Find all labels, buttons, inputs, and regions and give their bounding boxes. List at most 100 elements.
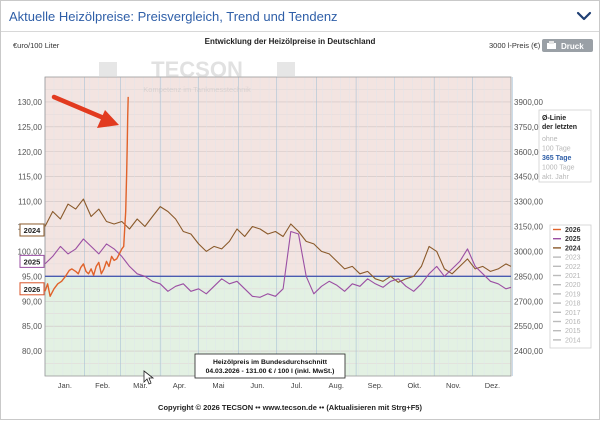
moving-average-option[interactable]: akt. Jahr bbox=[542, 174, 570, 181]
legend-item-2019[interactable]: 2019 bbox=[553, 291, 581, 298]
watermark-brand: TECSON bbox=[151, 57, 243, 82]
y-tick-label-right: 3150,00 bbox=[514, 223, 543, 232]
y-tick-label-left: 110,00 bbox=[18, 198, 42, 207]
year-marker-label: 2026 bbox=[24, 285, 41, 294]
month-label: Feb. bbox=[95, 381, 110, 390]
y-tick-label-right: 3750,00 bbox=[514, 123, 543, 132]
legend-year-label[interactable]: 2015 bbox=[565, 328, 581, 335]
y-tick-label-left: 90,00 bbox=[22, 297, 43, 306]
month-label: Apr. bbox=[173, 381, 186, 390]
y-tick-label-right: 3300,00 bbox=[514, 198, 543, 207]
legend-year-label[interactable]: 2022 bbox=[565, 264, 581, 271]
legend-year-label[interactable]: 2021 bbox=[565, 273, 581, 280]
y-tick-label-left: 85,00 bbox=[22, 322, 43, 331]
chart-title: Entwicklung der Heizölpreise in Deutschl… bbox=[205, 37, 376, 46]
legend-year-label[interactable]: 2018 bbox=[565, 301, 581, 308]
legend-item-2025[interactable]: 2025 bbox=[553, 236, 581, 243]
legend-year-label[interactable]: 2017 bbox=[565, 310, 581, 317]
tecson-watermark: TECSON Kompetenz im Tankmesstechnik bbox=[99, 57, 295, 94]
legend-item-2020[interactable]: 2020 bbox=[553, 282, 581, 289]
month-label: Nov. bbox=[446, 381, 461, 390]
y-tick-label-right: 2700,00 bbox=[514, 297, 543, 306]
chevron-down-icon[interactable] bbox=[575, 7, 593, 25]
mouse-pointer-icon bbox=[143, 370, 155, 385]
printer-icon-paper bbox=[549, 41, 554, 44]
series-line-2024 bbox=[44, 198, 512, 283]
price-chart: Entwicklung der Heizölpreise in Deutschl… bbox=[1, 32, 599, 419]
y-tick-label-right: 2400,00 bbox=[514, 347, 543, 356]
year-marker-label: 2024 bbox=[24, 226, 42, 235]
y-tick-label-left: 130,00 bbox=[18, 98, 43, 107]
price-info-line-1: Heizölpreis im Bundesdurchschnitt bbox=[213, 359, 328, 366]
month-label: Mär. bbox=[133, 381, 148, 390]
y-axis-label-left: €uro/100 Liter bbox=[13, 41, 60, 50]
legend-year-label[interactable]: 2014 bbox=[565, 337, 581, 344]
print-button-label[interactable]: Druck bbox=[561, 42, 584, 51]
year-marker-2026: 2026 bbox=[19, 282, 45, 296]
moving-average-option[interactable]: 365 Tage bbox=[542, 155, 572, 162]
series-line-2025 bbox=[44, 230, 512, 298]
moving-average-title: Ø-Linie bbox=[542, 115, 566, 122]
printer-icon bbox=[547, 41, 556, 49]
moving-average-legend-box bbox=[538, 109, 592, 183]
legend-year-label[interactable]: 2023 bbox=[565, 255, 581, 262]
moving-average-title-cont: der letzten bbox=[542, 124, 577, 131]
legend-item-2015[interactable]: 2015 bbox=[553, 328, 581, 335]
month-label: Jan. bbox=[58, 381, 72, 390]
legend-year-label[interactable]: 2019 bbox=[565, 291, 581, 298]
red-arrow-icon bbox=[51, 94, 119, 128]
legend-item-2017[interactable]: 2017 bbox=[553, 310, 581, 317]
legend-item-2024[interactable]: 2024 bbox=[553, 245, 581, 252]
y-tick-label-right: 3600,00 bbox=[514, 148, 543, 157]
y-tick-label-right: 3000,00 bbox=[514, 247, 543, 256]
moving-average-option[interactable]: 1000 Tage bbox=[542, 165, 575, 172]
year-marker-box bbox=[19, 223, 45, 237]
watermark-block-right bbox=[277, 62, 295, 76]
year-marker-label: 2025 bbox=[24, 257, 41, 266]
legend-item-2023[interactable]: 2023 bbox=[553, 255, 581, 262]
watermark-block-left bbox=[99, 62, 117, 76]
series-line-2026 bbox=[44, 96, 129, 297]
year-marker-2025: 2025 bbox=[19, 254, 45, 268]
legend-item-2018[interactable]: 2018 bbox=[553, 301, 581, 308]
y-tick-label-left: 80,00 bbox=[22, 347, 43, 356]
print-button[interactable]: Druck bbox=[542, 39, 593, 52]
month-label: Okt. bbox=[407, 381, 421, 390]
y-tick-label-right: 2550,00 bbox=[514, 322, 543, 331]
legend-year-label[interactable]: 2016 bbox=[565, 319, 581, 326]
copyright-text: Copyright © 2026 TECSON •• www.tecson.de… bbox=[158, 403, 422, 412]
printer-icon-body bbox=[547, 43, 556, 49]
legend-year-label[interactable]: 2026 bbox=[565, 227, 581, 234]
year-marker-box bbox=[19, 254, 45, 268]
month-label: Dez. bbox=[485, 381, 500, 390]
watermark-tagline: Kompetenz im Tankmesstechnik bbox=[143, 85, 251, 94]
month-label: Sep. bbox=[368, 381, 383, 390]
price-info-box: Heizölpreis im Bundesdurchschnitt 04.03.2… bbox=[194, 353, 346, 379]
y-tick-label-left: 95,00 bbox=[22, 272, 43, 281]
legend-year-label[interactable]: 2025 bbox=[565, 236, 581, 243]
y-tick-label-right: 3450,00 bbox=[514, 173, 543, 182]
y-tick-label-right: 2850,00 bbox=[514, 272, 543, 281]
legend-item-2026[interactable]: 2026 bbox=[553, 227, 581, 234]
price-chart-svg: Entwicklung der Heizölpreise in Deutschl… bbox=[13, 37, 593, 412]
widget-header: Aktuelle Heizölpreise: Preisvergleich, T… bbox=[1, 1, 599, 32]
legend-item-2014[interactable]: 2014 bbox=[553, 337, 581, 344]
legend-item-2022[interactable]: 2022 bbox=[553, 264, 581, 271]
legend-item-2016[interactable]: 2016 bbox=[553, 319, 581, 326]
legend-year-label[interactable]: 2024 bbox=[565, 245, 581, 252]
y-tick-label-left: 100,00 bbox=[18, 247, 43, 256]
price-info-box-frame bbox=[194, 353, 346, 379]
y-tick-label-right: 3900,00 bbox=[514, 98, 543, 107]
month-label: Jun. bbox=[250, 381, 264, 390]
year-legend: 2026 2025 2024 2023 2022 2021 2020 2019 2018 2017… bbox=[549, 224, 592, 349]
month-label: Mai bbox=[212, 381, 224, 390]
y-tick-label-left: 115,00 bbox=[18, 173, 42, 182]
moving-average-option[interactable]: 100 Tage bbox=[542, 146, 571, 153]
legend-year-label[interactable]: 2020 bbox=[565, 282, 581, 289]
month-label: Jul. bbox=[291, 381, 303, 390]
legend-item-2021[interactable]: 2021 bbox=[553, 273, 581, 280]
arrow-head bbox=[97, 110, 119, 128]
moving-average-option[interactable]: ohne bbox=[542, 136, 558, 143]
price-info-line-2: 04.03.2026 - 131.00 € / 100 l (inkl. MwS… bbox=[206, 368, 335, 375]
